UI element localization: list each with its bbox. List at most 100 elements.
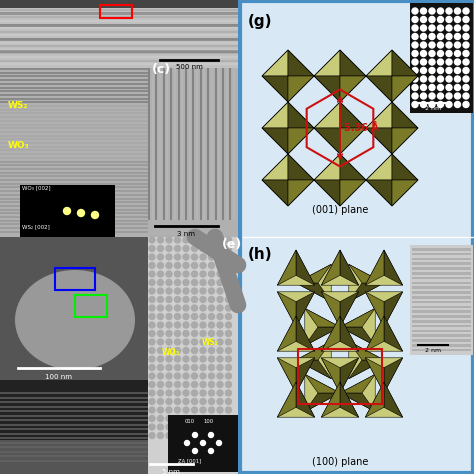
Circle shape: [191, 424, 198, 430]
Circle shape: [149, 297, 155, 302]
Bar: [0, 35, 238, 36]
Circle shape: [226, 399, 231, 404]
Bar: [0, 138, 148, 140]
Circle shape: [429, 17, 435, 22]
Bar: [0, 98, 148, 100]
Bar: [0, 0, 238, 68]
Bar: [0, 101, 148, 103]
Circle shape: [463, 76, 469, 82]
Circle shape: [174, 356, 181, 362]
Circle shape: [226, 237, 231, 243]
Circle shape: [191, 407, 198, 413]
Text: WS₂: WS₂: [202, 338, 219, 347]
Polygon shape: [365, 316, 384, 351]
Circle shape: [226, 246, 231, 252]
Circle shape: [157, 322, 164, 328]
Polygon shape: [392, 154, 418, 180]
Circle shape: [226, 288, 231, 294]
Polygon shape: [340, 128, 366, 154]
Polygon shape: [340, 374, 375, 412]
Polygon shape: [384, 250, 403, 285]
Bar: [0, 157, 148, 159]
Circle shape: [217, 330, 223, 337]
Circle shape: [412, 42, 418, 48]
Polygon shape: [277, 250, 315, 285]
Circle shape: [174, 432, 181, 438]
Circle shape: [412, 8, 418, 14]
Circle shape: [149, 330, 155, 337]
Circle shape: [209, 373, 215, 379]
Polygon shape: [314, 50, 340, 76]
Circle shape: [166, 246, 172, 252]
Circle shape: [217, 288, 223, 294]
Bar: [410, 3, 473, 113]
Polygon shape: [340, 316, 359, 351]
Circle shape: [226, 330, 231, 337]
Bar: [168, 415, 238, 472]
Text: WO₃: WO₃: [162, 348, 180, 357]
Bar: [412, 253, 471, 255]
Text: (h): (h): [248, 247, 273, 262]
Polygon shape: [384, 316, 403, 351]
Polygon shape: [365, 292, 384, 327]
Polygon shape: [288, 180, 314, 206]
Polygon shape: [314, 102, 340, 128]
Polygon shape: [340, 327, 375, 346]
Bar: [0, 109, 148, 111]
Circle shape: [183, 330, 189, 337]
Circle shape: [174, 263, 181, 268]
Polygon shape: [349, 360, 384, 379]
Circle shape: [446, 59, 452, 65]
Circle shape: [463, 8, 469, 14]
Text: 100: 100: [203, 419, 213, 424]
Circle shape: [191, 373, 198, 379]
Bar: [155, 68, 157, 220]
Circle shape: [200, 365, 206, 371]
Circle shape: [149, 390, 155, 396]
Circle shape: [200, 330, 206, 337]
Polygon shape: [366, 128, 392, 154]
Polygon shape: [392, 50, 418, 76]
Circle shape: [412, 51, 418, 56]
Bar: [0, 83, 148, 85]
Bar: [148, 68, 150, 220]
Circle shape: [157, 373, 164, 379]
Bar: [148, 237, 238, 474]
Circle shape: [217, 322, 223, 328]
Polygon shape: [262, 154, 288, 180]
Bar: [0, 127, 148, 129]
Circle shape: [438, 42, 444, 48]
Circle shape: [446, 51, 452, 56]
Circle shape: [446, 17, 452, 22]
Circle shape: [184, 440, 190, 446]
Circle shape: [191, 237, 198, 243]
Circle shape: [420, 84, 427, 91]
Circle shape: [166, 399, 172, 404]
Bar: [0, 212, 148, 214]
Polygon shape: [321, 250, 359, 285]
Circle shape: [438, 34, 444, 39]
Circle shape: [226, 432, 231, 438]
Polygon shape: [262, 180, 288, 206]
Circle shape: [463, 25, 469, 31]
Bar: [0, 392, 148, 394]
Polygon shape: [296, 341, 331, 379]
Bar: [185, 68, 187, 220]
Circle shape: [157, 330, 164, 337]
Bar: [412, 329, 471, 332]
Circle shape: [412, 34, 418, 39]
Circle shape: [209, 263, 215, 268]
Bar: [0, 437, 148, 439]
Circle shape: [200, 432, 206, 438]
Polygon shape: [365, 292, 403, 327]
Polygon shape: [349, 341, 384, 379]
Polygon shape: [366, 154, 392, 180]
Circle shape: [149, 424, 155, 430]
Circle shape: [209, 339, 215, 345]
Circle shape: [200, 288, 206, 294]
Bar: [0, 68, 148, 237]
Circle shape: [174, 339, 181, 345]
Polygon shape: [277, 316, 315, 351]
Bar: [211, 68, 213, 220]
Circle shape: [149, 416, 155, 421]
